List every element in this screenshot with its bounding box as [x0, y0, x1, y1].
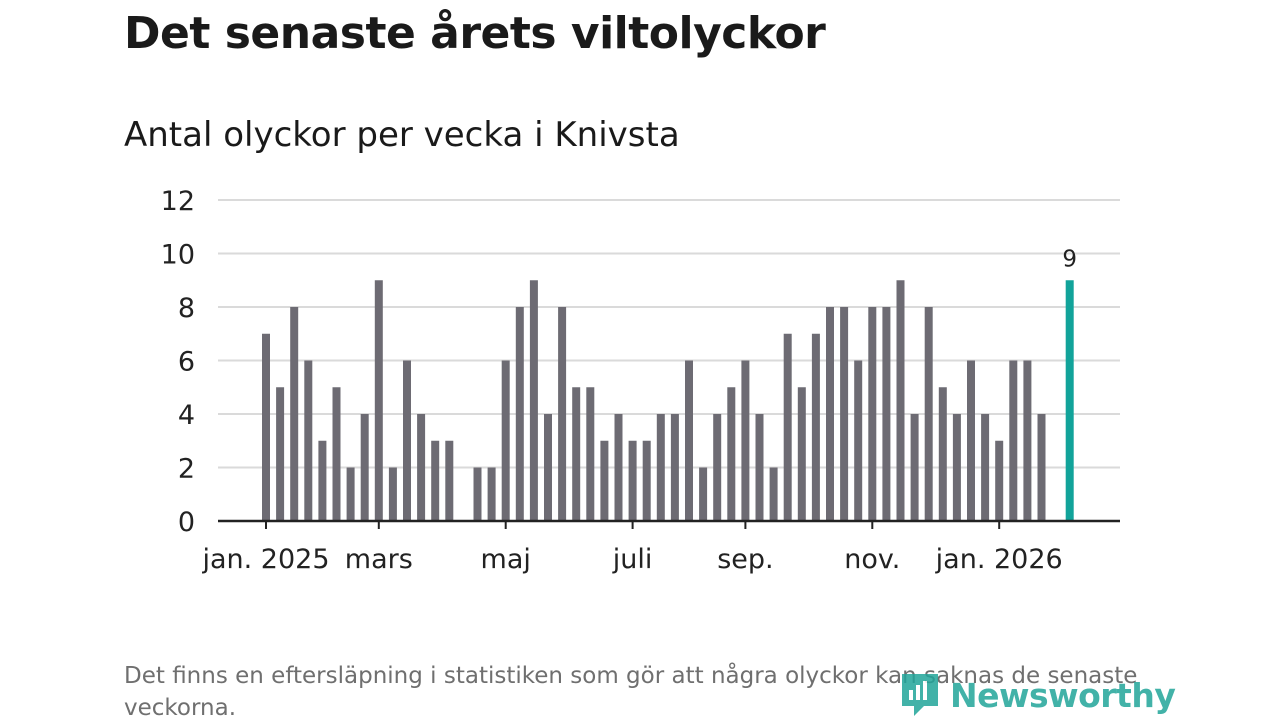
- x-tick-label: jan. 2025: [201, 544, 329, 575]
- bar: [318, 440, 327, 521]
- bar: [304, 360, 313, 521]
- bar: [1009, 360, 1018, 521]
- brand-name: Newsworthy: [950, 675, 1176, 715]
- x-tick-label: jan. 2026: [935, 544, 1063, 575]
- bar: [924, 307, 933, 521]
- bar: [515, 307, 524, 521]
- bar: [290, 307, 299, 521]
- bar: [995, 440, 1004, 521]
- bar: [614, 414, 623, 521]
- bar: [854, 360, 863, 521]
- bar-highlight: [1065, 280, 1074, 521]
- bar: [727, 387, 736, 521]
- bar: [558, 307, 567, 521]
- axes: [218, 519, 1120, 529]
- bar: [388, 467, 397, 521]
- bar: [741, 360, 750, 521]
- bar: [445, 440, 454, 521]
- highlight-value-label: 9: [1062, 246, 1077, 272]
- bar: [811, 333, 820, 521]
- y-tick-label: 4: [178, 400, 195, 431]
- bar: [713, 414, 722, 521]
- bar: [529, 280, 538, 521]
- footnote: Det finns en eftersläpning i statistiken…: [124, 663, 1138, 722]
- bar: [473, 467, 482, 521]
- bar: [544, 414, 552, 521]
- bar: [487, 467, 496, 521]
- bar: [642, 440, 651, 521]
- bar: [431, 440, 440, 521]
- newsworthy-logo-icon: [902, 674, 938, 716]
- x-tick-label: maj: [481, 544, 531, 575]
- chart-title: Det senaste årets viltolyckor: [124, 8, 826, 59]
- bar: [967, 360, 975, 521]
- y-tick-label: 6: [178, 347, 195, 378]
- bar: [346, 467, 355, 521]
- x-tick-label: juli: [612, 544, 653, 575]
- chart-subtitle: Antal olyckor per vecka i Knivsta: [124, 115, 680, 155]
- x-tick-label: sep.: [717, 544, 773, 575]
- bar: [783, 333, 792, 521]
- bar: [1023, 360, 1032, 521]
- bar: [769, 467, 778, 521]
- bar: [656, 414, 665, 521]
- x-tick-label: mars: [345, 544, 413, 575]
- y-tick-label: 2: [178, 454, 195, 485]
- bar: [332, 387, 341, 521]
- x-tick-label: nov.: [844, 544, 900, 575]
- bar: [910, 414, 919, 521]
- y-tick-label: 8: [178, 293, 195, 324]
- y-tick-label: 0: [178, 507, 195, 538]
- bar: [882, 307, 891, 521]
- bar-chart: 0 2 4 6 8 10 12 9 jan. 2025 mars maj juli sep. nov. ja…: [161, 186, 1120, 575]
- bar: [276, 387, 285, 521]
- bar: [797, 387, 806, 521]
- bar: [600, 440, 609, 521]
- bar: [360, 414, 369, 521]
- bar: [685, 360, 693, 521]
- bar: [840, 307, 849, 521]
- y-tick-label: 10: [161, 240, 195, 271]
- bar: [262, 333, 270, 521]
- bar: [628, 440, 637, 521]
- bar: [417, 414, 426, 521]
- bar: [938, 387, 947, 521]
- bar: [868, 307, 877, 521]
- bar: [670, 414, 679, 521]
- bar: [501, 360, 510, 521]
- bars: [262, 280, 1074, 521]
- y-tick-label: 12: [161, 186, 195, 217]
- bar: [1037, 414, 1046, 521]
- tick-labels: 0 2 4 6 8 10 12 9 jan. 2025 mars maj juli sep. nov. ja…: [161, 186, 1077, 575]
- bar: [755, 414, 764, 521]
- bar: [826, 307, 834, 521]
- bar: [572, 387, 581, 521]
- brand-logo: Newsworthy: [898, 668, 1176, 722]
- bar: [952, 414, 961, 521]
- bar: [586, 387, 595, 521]
- bar: [374, 280, 383, 521]
- bar: [896, 280, 905, 521]
- bar: [403, 360, 411, 521]
- bar: [981, 414, 990, 521]
- bar: [699, 467, 708, 521]
